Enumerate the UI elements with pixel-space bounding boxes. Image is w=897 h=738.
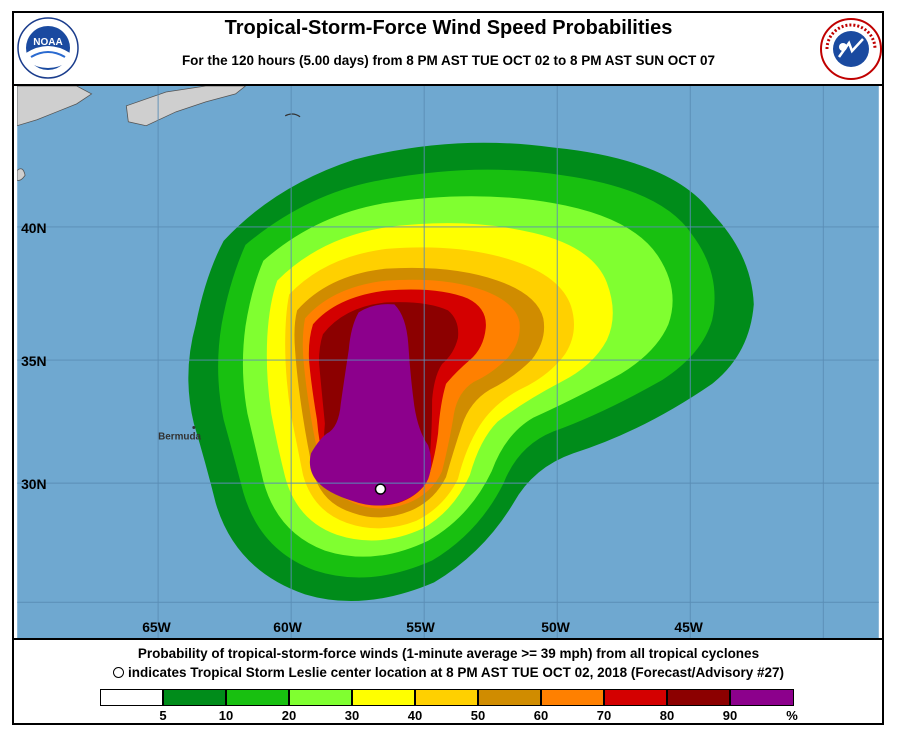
lat-label-40n: 40N (21, 220, 46, 236)
noaa-logo: NOAA (17, 17, 79, 79)
legend-swatch (415, 689, 478, 706)
page-title: Tropical-Storm-Force Wind Speed Probabil… (224, 17, 673, 39)
legend-tick: 90 (722, 708, 738, 723)
lat-lon-grid (17, 86, 879, 638)
land-cape-breton (125, 86, 247, 127)
caption-line-2: indicates Tropical Storm Leslie center l… (0, 665, 897, 680)
storm-center-symbol (113, 667, 125, 678)
storm-center-marker (374, 483, 387, 495)
svg-text:NOAA: NOAA (33, 37, 62, 48)
contour-90-100 (309, 304, 432, 506)
legend-swatch (604, 689, 667, 706)
legend-swatch (289, 689, 352, 706)
page-subtitle: For the 120 hours (5.00 days) from 8 PM … (181, 53, 716, 68)
lat-label-30n: 30N (21, 476, 46, 492)
legend-swatch (163, 689, 226, 706)
legend-swatch (478, 689, 541, 706)
legend-tick: 5 (159, 708, 167, 723)
legend-tick: 20 (281, 708, 297, 723)
probability-contours (188, 142, 754, 602)
caption-line-1: Probability of tropical-storm-force wind… (137, 646, 760, 661)
lon-label-55w: 55W (406, 619, 435, 635)
lon-label-60w: 60W (273, 619, 302, 635)
probability-map: Bermuda 40N 35N 30N 65W 60W 55W 50W 45W (14, 84, 882, 640)
lon-label-45w: 45W (674, 619, 703, 635)
land-nova-scotia (17, 86, 93, 127)
legend-tick: 80 (659, 708, 675, 723)
legend-swatch (352, 689, 415, 706)
lon-label-65w: 65W (142, 619, 171, 635)
legend-tick: 30 (344, 708, 360, 723)
legend-tick: 60 (533, 708, 549, 723)
legend-swatch (226, 689, 289, 706)
bermuda-label: Bermuda (158, 431, 201, 442)
legend-swatch (541, 689, 604, 706)
legend-tick: 50 (470, 708, 486, 723)
legend-swatch (730, 689, 794, 706)
lat-label-35n: 35N (21, 353, 46, 369)
legend-swatch (100, 689, 163, 706)
nws-logo (820, 18, 882, 80)
land-edge (17, 168, 26, 181)
legend-tick: 70 (596, 708, 612, 723)
legend-tick: 10 (218, 708, 234, 723)
land-sable (284, 113, 301, 118)
legend-unit: % (786, 708, 798, 723)
lon-label-50w: 50W (541, 619, 570, 635)
legend-tick: 40 (407, 708, 423, 723)
legend-swatch (667, 689, 730, 706)
bermuda-dot (192, 426, 196, 430)
caption-line-2-text: indicates Tropical Storm Leslie center l… (128, 665, 784, 680)
